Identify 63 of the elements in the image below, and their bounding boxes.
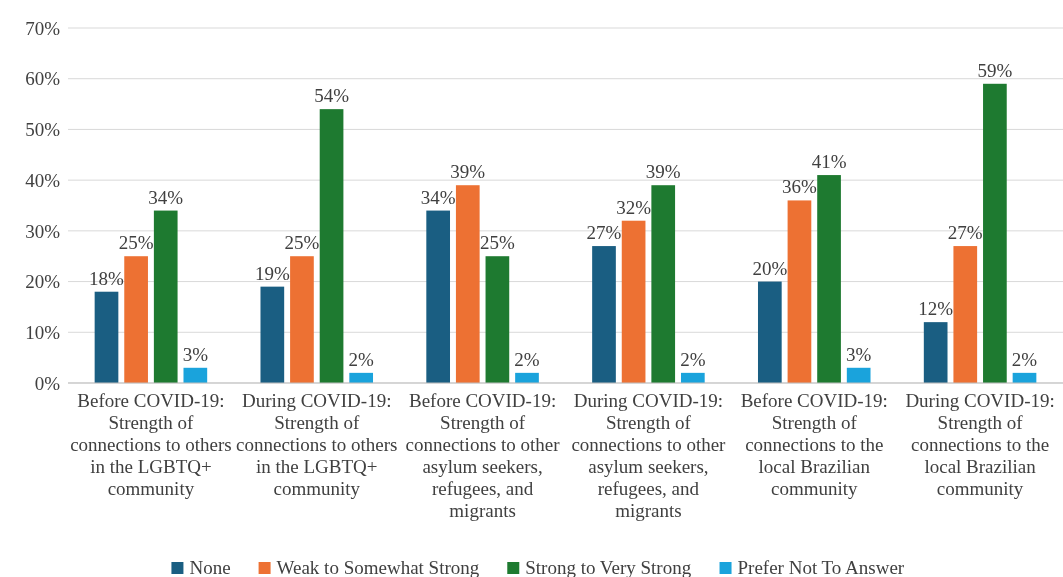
data-label: 2% (348, 348, 375, 370)
x-tick-label: Before COVID-19: Strength of connections to the local Brazilian community (740, 390, 888, 499)
data-label: 20% (752, 257, 788, 279)
bar (757, 281, 782, 383)
x-tick-label: Before COVID-19: Strength of connections to others in the LGBTQ+ community (70, 390, 232, 499)
bar (923, 322, 948, 383)
data-label: 27% (947, 222, 983, 244)
bar (817, 175, 841, 383)
bar (953, 246, 978, 383)
y-tick-label: 40% (25, 169, 61, 191)
data-label: 25% (284, 232, 320, 254)
data-label: 18% (89, 267, 125, 289)
bar (349, 372, 374, 383)
bar (515, 372, 539, 383)
bar (455, 185, 480, 383)
data-label: 19% (254, 262, 290, 284)
data-label: 32% (616, 196, 652, 218)
bar (260, 286, 285, 383)
data-label: 39% (645, 161, 681, 183)
data-label: 27% (586, 222, 622, 244)
legend-label: Prefer Not To Answer (737, 557, 905, 577)
bar (846, 367, 871, 383)
data-label: 25% (479, 232, 515, 254)
data-label: 59% (977, 59, 1013, 81)
bar (621, 220, 646, 383)
bar (183, 367, 208, 383)
bar (426, 210, 451, 383)
bar (485, 256, 510, 383)
data-label: 36% (782, 176, 818, 198)
bar (983, 83, 1007, 383)
x-tick-label: Before COVID-19: Strength of connections to other asylum seekers, refugees, and migrants (405, 390, 561, 521)
data-label: 2% (514, 348, 540, 370)
x-tick-label: During COVID-19: Strength of connections to others in the LGBTQ+ community (236, 390, 398, 499)
bar (787, 200, 812, 383)
y-tick-label: 70% (25, 17, 61, 39)
data-label: 39% (450, 161, 486, 183)
y-tick-label: 20% (25, 271, 61, 293)
data-label: 25% (118, 232, 154, 254)
bar (124, 256, 148, 383)
bar (319, 109, 344, 383)
data-label: 12% (918, 298, 954, 320)
data-label: 34% (420, 186, 456, 208)
data-label: 41% (811, 151, 847, 173)
bar (592, 246, 616, 383)
bar (651, 185, 676, 383)
x-tick-label: During COVID-19: Strength of connections to other asylum seekers, refugees, and migrants (571, 390, 727, 521)
bar (94, 291, 119, 383)
y-tick-label: 50% (25, 119, 61, 141)
x-tick-label: During COVID-19: Strength of connections to the local Brazilian community (905, 390, 1055, 499)
y-tick-label: 10% (25, 321, 61, 343)
data-label: 2% (680, 348, 706, 370)
bar (680, 372, 705, 383)
bar (290, 256, 314, 383)
data-label: 34% (148, 186, 184, 208)
y-tick-label: 0% (34, 372, 61, 394)
data-label: 54% (314, 85, 350, 107)
data-label: 3% (846, 343, 872, 365)
bar (153, 210, 178, 383)
legend-label: None (189, 557, 231, 577)
y-tick-label: 30% (25, 220, 61, 242)
data-label: 2% (1011, 348, 1038, 370)
y-tick-label: 60% (25, 68, 61, 90)
data-label: 3% (182, 343, 209, 365)
